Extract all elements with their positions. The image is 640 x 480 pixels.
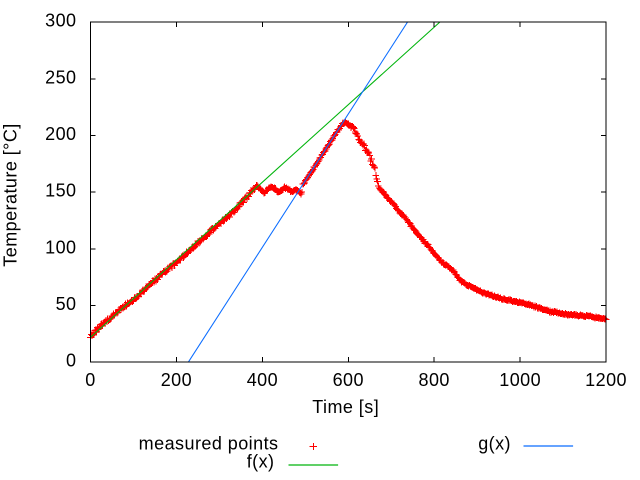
svg-text:250: 250 (45, 67, 76, 87)
svg-text:200: 200 (45, 124, 76, 144)
svg-text:0: 0 (85, 370, 95, 390)
svg-text:1200: 1200 (585, 370, 627, 390)
svg-text:800: 800 (419, 370, 450, 390)
svg-text:600: 600 (333, 370, 364, 390)
svg-text:g(x): g(x) (478, 434, 511, 454)
svg-text:400: 400 (247, 370, 278, 390)
svg-text:150: 150 (45, 181, 76, 201)
svg-text:f(x): f(x) (247, 452, 275, 472)
svg-text:Temperature [°C]: Temperature [°C] (1, 123, 21, 266)
svg-text:200: 200 (161, 370, 192, 390)
svg-text:0: 0 (66, 351, 76, 371)
svg-text:300: 300 (45, 11, 76, 31)
svg-text:50: 50 (56, 294, 77, 314)
svg-text:1000: 1000 (499, 370, 541, 390)
svg-text:Time [s]: Time [s] (312, 397, 379, 417)
svg-text:100: 100 (45, 237, 76, 257)
svg-text:measured points: measured points (139, 434, 279, 454)
